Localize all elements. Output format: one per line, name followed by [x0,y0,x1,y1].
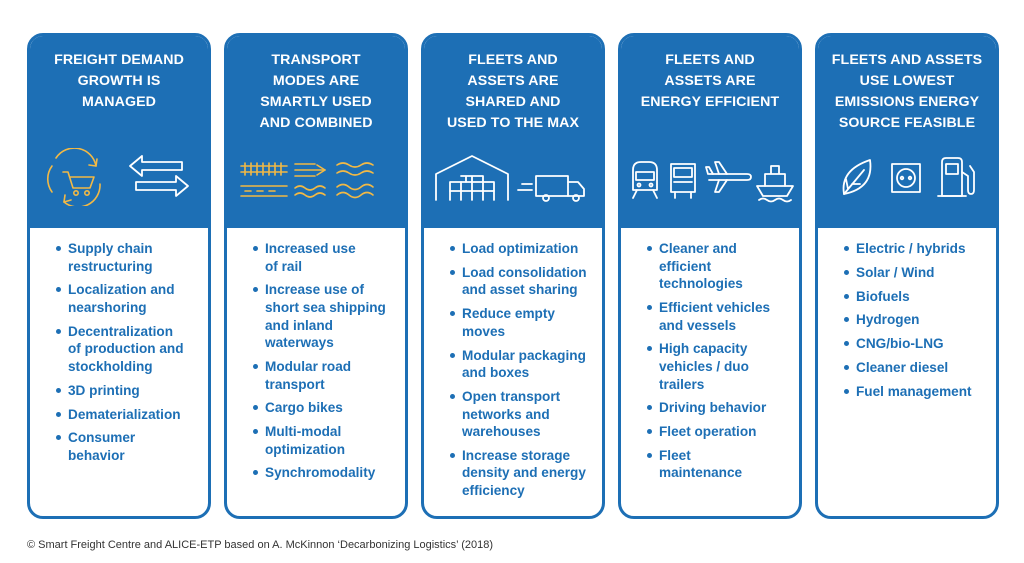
list-item: Cargo bikes [253,399,397,417]
column-fleets-shared: FLEETS AND ASSETS ARE SHARED AND USED TO… [421,33,605,519]
train-icon [632,161,658,199]
leaf-icon [842,159,872,195]
column-header: FLEETS AND ASSETS ARE ENERGY EFFICIENT [621,36,799,228]
column-list: Supply chain restructuring Localization … [30,228,208,464]
list-item: Modular road transport [253,358,397,393]
column-list: Electric / hybrids Solar / Wind Biofuels… [818,228,996,400]
column-header: FREIGHT DEMAND GROWTH IS MANAGED [30,36,208,228]
list-item: Hydrogen [844,311,988,329]
list-item: Fleet maintenance [647,447,791,482]
list-item: Consumer behavior [56,429,200,464]
list-item: Cleaner diesel [844,359,988,377]
fast-arrows-icon [294,163,326,177]
column-list: Load optimization Load consolidation and… [424,228,602,500]
list-item: Increase use of short sea shipping and i… [253,281,397,351]
column-header: TRANSPORT MODES ARE SMARTLY USED AND COM… [227,36,405,228]
column-title: FLEETS AND ASSETS USE LOWEST EMISSIONS E… [831,52,983,131]
sea-waves-icon [336,183,374,199]
list-item: Dematerialization [56,406,200,424]
column-header: FLEETS AND ASSETS ARE SHARED AND USED TO… [424,36,602,228]
list-item: Decentralization of production and stock… [56,323,200,376]
list-item: Biofuels [844,288,988,306]
list-item: Load consolidation and asset sharing [450,264,594,299]
list-item: 3D printing [56,382,200,400]
column-title: FLEETS AND ASSETS ARE ENERGY EFFICIENT [640,52,780,110]
ship-icon [756,165,794,203]
column-title: FLEETS AND ASSETS ARE SHARED AND USED TO… [446,52,580,131]
list-item: Electric / hybrids [844,240,988,258]
power-socket-icon [891,163,921,193]
list-item: Increased use of rail [253,240,397,275]
lorry-icon [670,163,696,199]
copyright-footer: © Smart Freight Centre and ALICE-ETP bas… [27,539,494,551]
column-list: Cleaner and efficient technologies Effic… [621,228,799,482]
list-item: Cleaner and efficient technologies [647,240,791,293]
list-item: High capacity vehicles / duo trailers [647,340,791,393]
column-title: TRANSPORT MODES ARE SMARTLY USED AND COM… [259,52,373,131]
list-item: Fleet operation [647,423,791,441]
list-item: Supply chain restructuring [56,240,200,275]
column-freight-demand: FREIGHT DEMAND GROWTH IS MANAGED [27,33,211,519]
list-item: Synchromodality [253,464,397,482]
warehouse-icon [435,155,509,201]
truck-icon [517,175,585,202]
waves-icon [336,162,374,176]
column-title: FREIGHT DEMAND GROWTH IS MANAGED [54,52,184,110]
list-item: CNG/bio-LNG [844,335,988,353]
list-item: Increase storage density and energy effi… [450,447,594,500]
list-item: Localization and nearshoring [56,281,200,316]
two-way-arrows-icon[interactable] [129,155,189,197]
rail-track-icon [240,162,288,176]
airplane-icon [705,161,752,193]
column-energy-efficient: FLEETS AND ASSETS ARE ENERGY EFFICIENT [618,33,802,519]
column-lowest-emissions: FLEETS AND ASSETS USE LOWEST EMISSIONS E… [815,33,999,519]
list-item: Open transport networks and warehouses [450,388,594,441]
list-item: Fuel management [844,383,988,401]
column-transport-modes: TRANSPORT MODES ARE SMARTLY USED AND COM… [224,33,408,519]
list-item: Modular packaging and boxes [450,347,594,382]
wavy-lines-icon [294,185,326,198]
cart-cycle-icon [46,148,101,206]
column-list: Increased use of rail Increase use of sh… [227,228,405,482]
list-item: Driving behavior [647,399,791,417]
list-item: Multi-modal optimization [253,423,397,458]
list-item: Load optimization [450,240,594,258]
list-item: Efficient vehicles and vessels [647,299,791,334]
column-header: FLEETS AND ASSETS USE LOWEST EMISSIONS E… [818,36,996,228]
list-item: Reduce empty moves [450,305,594,340]
road-icon [240,185,288,197]
list-item: Solar / Wind [844,264,988,282]
fuel-pump-icon [937,157,975,197]
